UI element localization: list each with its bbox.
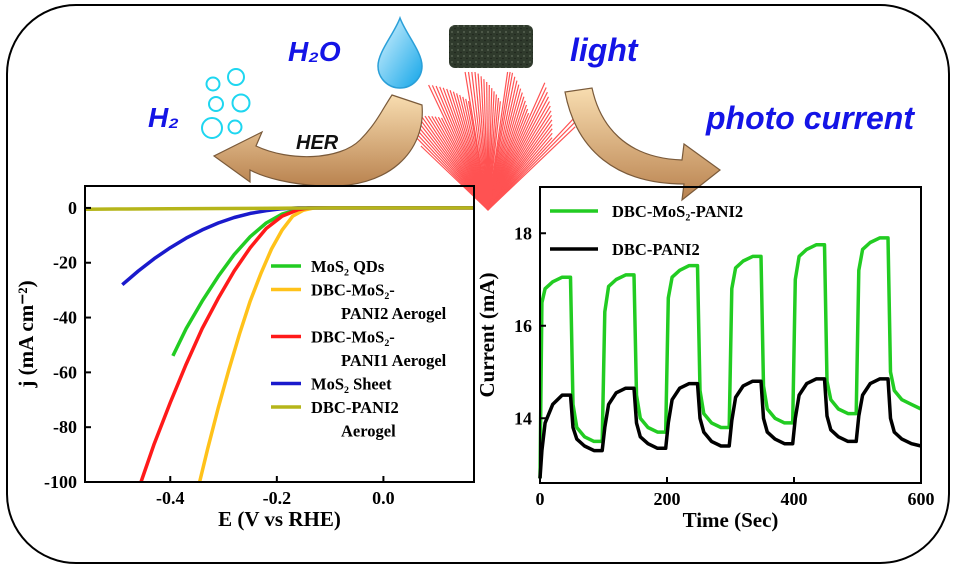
lsv-y-tick-label: -40 — [53, 308, 77, 328]
lsv-x-tick-label: 0.0 — [372, 488, 395, 508]
lsv-series-4-line — [121, 206, 474, 287]
pc-legend-label-2: DBC-PANI2 — [612, 240, 700, 259]
pc-y-tick-label: 18 — [514, 223, 532, 243]
lsv-y-axis-label: j (mA cm⁻²) — [14, 280, 38, 388]
pc-x-tick-label: 400 — [781, 489, 808, 509]
lsv-legend-label-5: DBC-PANI2 — [311, 398, 399, 417]
lsv-legend-label-3: DBC-MoS₂- — [311, 328, 395, 347]
pc-x-axis-label: Time (Sec) — [683, 508, 779, 532]
lsv-series-5-line — [84, 206, 474, 212]
lsv-chart: -0.4 -0.2 0.0 0 -20 -40 -60 -80 -100 E (V vs RHE)… — [14, 185, 475, 531]
lsv-y-tick-label: -20 — [53, 253, 77, 273]
pc-y-tick-label: 14 — [514, 408, 532, 428]
lsv-legend-label-2: DBC-MoS₂- — [311, 281, 395, 300]
pc-x-tick-label: 600 — [908, 489, 935, 509]
lsv-legend-label-5: Aerogel — [341, 422, 396, 441]
her-label: HER — [296, 132, 339, 154]
lsv-series-3-line — [139, 206, 474, 483]
pc-series-2-line — [538, 377, 922, 479]
lsv-y-tick-label: -80 — [53, 417, 77, 437]
pc-legend-label-1: DBC-MoS₂-PANI2 — [612, 202, 743, 221]
pc-x-tick-label: 200 — [654, 489, 681, 509]
lsv-y-tick-label: -60 — [53, 362, 77, 382]
lsv-y-tick-label: -100 — [44, 472, 77, 492]
lsv-x-axis-label: E (V vs RHE) — [218, 507, 341, 531]
pc-plot-frame — [539, 186, 922, 484]
lsv-x-tick-label: -0.4 — [156, 488, 185, 508]
graphical-abstract: H₂O light H₂ photo current HER -0.4 -0.2 0… — [6, 4, 950, 564]
lsv-legend-label-2: PANI2 Aerogel — [341, 304, 447, 323]
water-drop-icon — [377, 15, 423, 89]
pc-y-axis-label: Current (mA) — [475, 272, 499, 397]
light-label: light — [570, 32, 638, 68]
h2o-label: H₂O — [288, 36, 341, 67]
lsv-plot-frame — [84, 185, 475, 483]
pc-y-tick-label: 16 — [514, 316, 532, 336]
photo-current-label: photo current — [706, 100, 914, 136]
her-arrow-icon — [212, 94, 423, 187]
h2-label: H₂ — [148, 102, 179, 133]
pc-x-tick-label: 0 — [536, 489, 545, 509]
photocurrent-arrow-icon — [564, 87, 721, 202]
photocurrent-chart: 0 200 400 600 14 16 18 Time (Sec) Current (mA) DB… — [475, 186, 935, 532]
fiber-tuft-icon — [399, 71, 576, 211]
aerogel-block-icon — [449, 25, 533, 68]
lsv-legend-label-4: MoS₂ Sheet — [311, 375, 392, 394]
lsv-x-tick-label: -0.2 — [263, 488, 292, 508]
scheme-graphics — [201, 15, 721, 211]
lsv-legend-label-3: PANI1 Aerogel — [341, 351, 447, 370]
hydrogen-bubbles-icon — [201, 68, 251, 139]
lsv-legend-label-1: MoS₂ QDs — [311, 257, 385, 276]
lsv-y-tick-label: 0 — [68, 198, 77, 218]
